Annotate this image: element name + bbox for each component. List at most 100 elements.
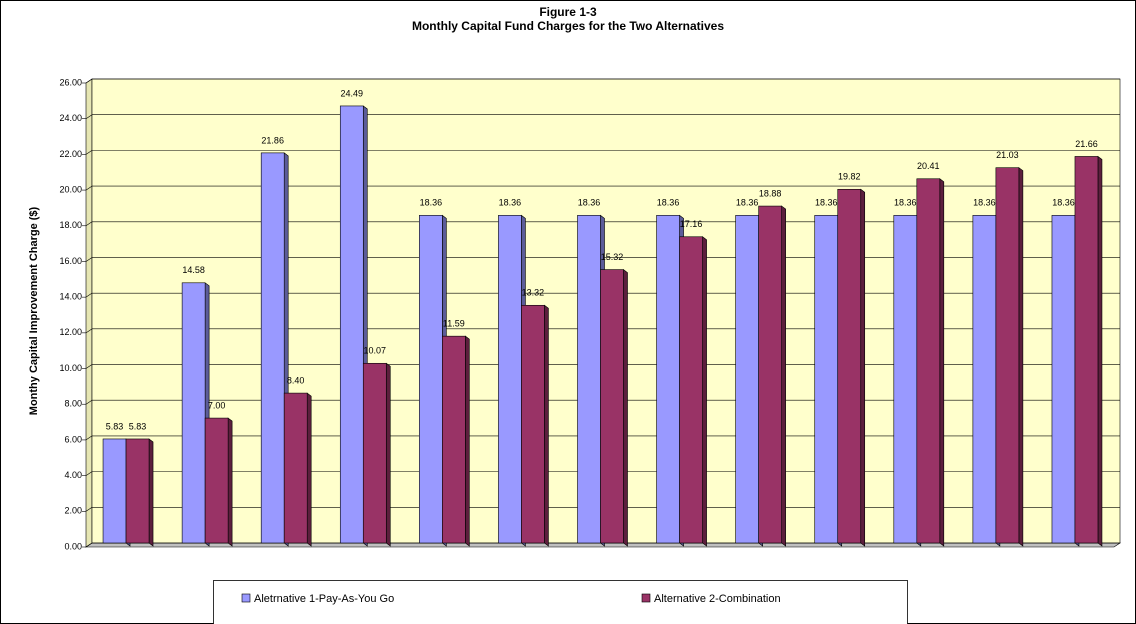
bar-side (148, 438, 154, 547)
bar-side (1018, 167, 1024, 547)
y-axis-label: Monthy Capital Improvement Charge ($) (28, 206, 40, 415)
legend-marker (241, 593, 251, 603)
y-tick-label: 4.00 (64, 470, 82, 480)
value-label: 15.32 (601, 252, 624, 262)
value-label: 18.36 (1052, 198, 1075, 208)
bar (916, 178, 941, 544)
grid-line (85, 257, 93, 262)
bar (125, 438, 150, 544)
value-label: 18.36 (499, 198, 522, 208)
value-label: 8.40 (287, 375, 305, 385)
value-label: 5.83 (106, 421, 124, 431)
bar-side (465, 335, 470, 547)
bar (893, 215, 918, 544)
y-tick-label: 6.00 (64, 434, 82, 444)
value-label: 18.36 (815, 198, 838, 208)
grid-line (85, 542, 93, 548)
y-tick-label: 12.00 (59, 327, 82, 337)
value-label: 20.41 (917, 161, 940, 171)
bar (656, 215, 680, 544)
legend-marker (641, 593, 651, 603)
legend (213, 580, 908, 624)
side-wall (85, 78, 93, 548)
grid-line (85, 221, 93, 227)
y-tick-label: 8.00 (64, 399, 82, 409)
value-label: 14.58 (182, 265, 205, 275)
value-label: 21.66 (1075, 139, 1098, 149)
value-label: 19.82 (838, 172, 861, 182)
value-label: 17.16 (680, 219, 703, 229)
y-tick-label: 14.00 (59, 292, 82, 302)
grid-line (85, 185, 93, 191)
bar (1051, 215, 1076, 544)
y-tick-label: 26.00 (59, 77, 82, 87)
value-label: 18.88 (759, 188, 782, 198)
bar (600, 269, 624, 544)
y-tick-label: 20.00 (59, 184, 82, 194)
grid-line (85, 364, 93, 369)
bar-side (227, 417, 233, 547)
chart-subtitle: Monthly Capital Fund Charges for the Two… (412, 19, 724, 33)
bar (419, 215, 443, 544)
y-tick-label: 24.00 (59, 113, 82, 123)
value-label: 13.32 (522, 288, 545, 298)
value-label: 18.36 (894, 198, 917, 208)
grid-line (85, 78, 93, 84)
bar-side (544, 304, 549, 547)
grid-line (85, 435, 93, 441)
grid-line (85, 114, 93, 119)
value-label: 18.36 (657, 198, 680, 208)
bar (758, 205, 782, 544)
value-label: 18.36 (973, 198, 996, 208)
y-tick-label: 16.00 (59, 256, 82, 266)
bar-side (623, 268, 628, 547)
bar (204, 417, 229, 544)
bar (102, 438, 127, 544)
bar (283, 392, 308, 544)
value-label: 10.07 (364, 346, 387, 356)
bar-side (385, 362, 391, 547)
y-tick-label: 22.00 (59, 149, 82, 159)
bar-side (306, 392, 312, 547)
y-tick-label: 2.00 (64, 506, 82, 516)
legend-label: Alternative 2-Combination (654, 593, 781, 605)
bar-side (781, 205, 786, 547)
bar-side (702, 236, 707, 547)
grid-line (85, 471, 93, 476)
value-label: 7.00 (208, 400, 226, 410)
y-tick-label: 0.00 (64, 541, 82, 551)
bar (814, 215, 839, 544)
bar (577, 215, 601, 544)
bar (362, 362, 387, 544)
bar (972, 215, 997, 544)
bar (260, 152, 285, 544)
value-label: 5.83 (129, 421, 147, 431)
chart-title: Figure 1-3 (539, 5, 597, 19)
value-label: 11.59 (443, 319, 465, 329)
legend-label: Aletrnative 1-Pay-As-You Go (254, 593, 394, 605)
bar (1074, 156, 1099, 544)
bar (837, 188, 862, 544)
bar-side (860, 188, 866, 547)
value-label: 21.86 (261, 135, 284, 145)
value-label: 24.49 (341, 88, 364, 98)
value-label: 21.03 (996, 150, 1019, 160)
bar (442, 335, 466, 544)
grid-line (85, 507, 93, 512)
y-tick-label: 10.00 (59, 363, 82, 373)
bar (995, 167, 1020, 544)
bar (679, 236, 703, 544)
grid-line (85, 150, 93, 155)
bar (521, 304, 545, 544)
bar (735, 215, 759, 544)
value-label: 18.36 (578, 198, 601, 208)
grid-line (85, 292, 93, 298)
bar (339, 105, 364, 544)
bar (498, 215, 522, 544)
bar (181, 282, 206, 544)
y-tick-label: 18.00 (59, 220, 82, 230)
grid-line (85, 399, 93, 405)
bar-side (1097, 155, 1103, 547)
value-label: 18.36 (420, 198, 443, 208)
